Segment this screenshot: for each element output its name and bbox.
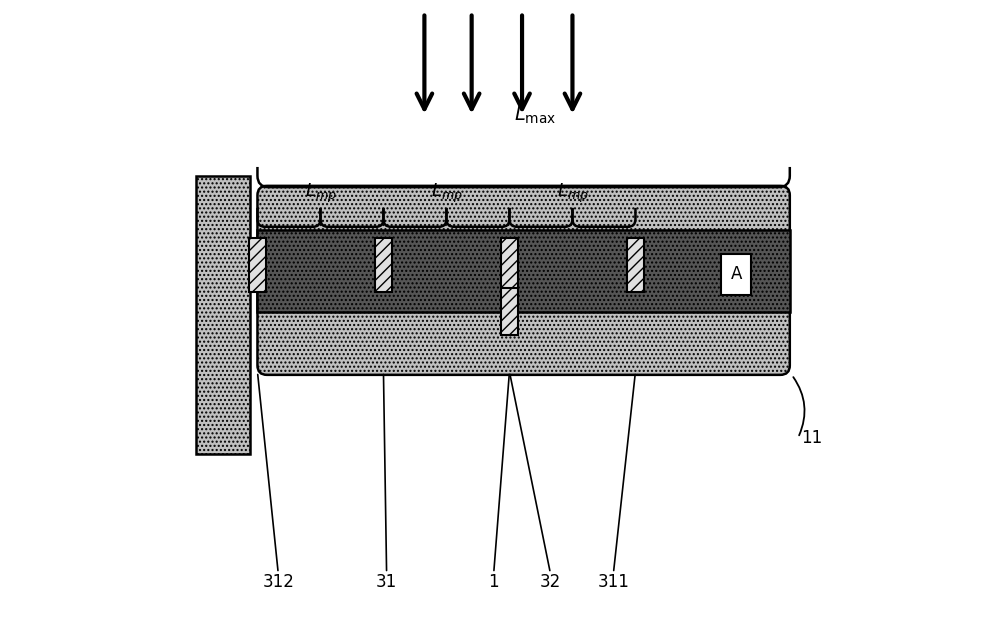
- Text: 31: 31: [376, 573, 397, 592]
- Text: $L_{\mathrm{max}}$: $L_{\mathrm{max}}$: [514, 105, 556, 126]
- Text: 1: 1: [488, 573, 499, 592]
- Bar: [501, 238, 518, 292]
- Text: 32: 32: [540, 573, 561, 592]
- Text: 11: 11: [801, 429, 822, 447]
- Text: 312: 312: [262, 573, 294, 592]
- Bar: [627, 238, 644, 292]
- Text: $L_{mp}$: $L_{mp}$: [557, 181, 588, 205]
- Bar: [196, 176, 250, 454]
- Bar: [249, 238, 266, 292]
- Bar: [375, 238, 392, 292]
- Text: A: A: [731, 265, 742, 283]
- FancyArrowPatch shape: [793, 377, 805, 435]
- Bar: [257, 230, 790, 312]
- Bar: [721, 254, 751, 295]
- Bar: [501, 288, 518, 335]
- FancyBboxPatch shape: [257, 186, 790, 375]
- Text: $L_{mp}$: $L_{mp}$: [305, 181, 336, 205]
- Text: 311: 311: [597, 573, 629, 592]
- Text: $L_{mp}$: $L_{mp}$: [431, 181, 462, 205]
